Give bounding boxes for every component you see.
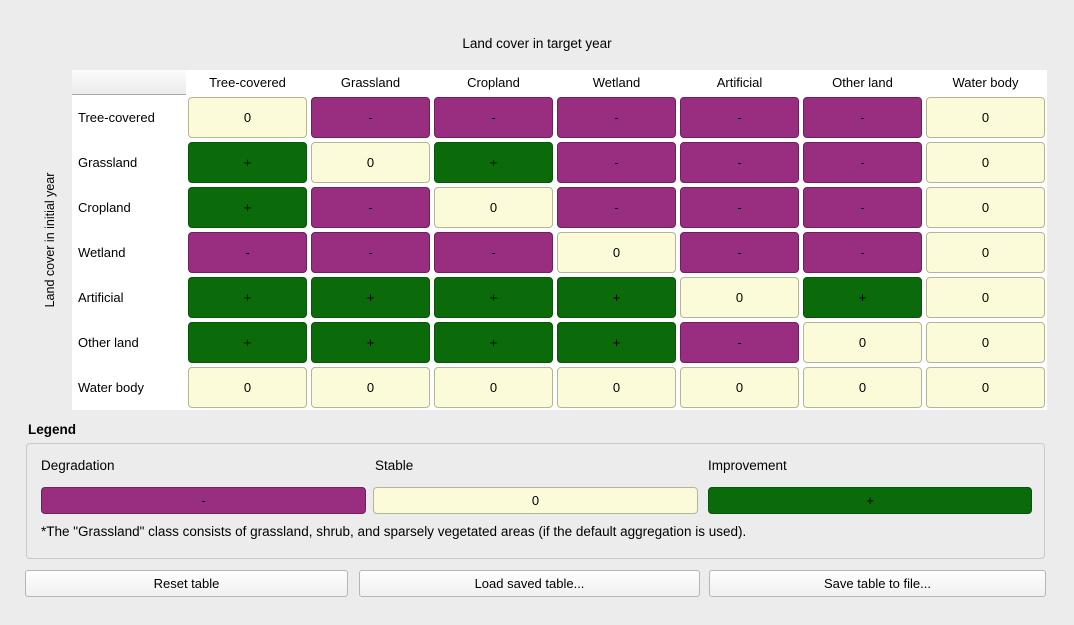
matrix-cell-4-0[interactable]: + [188,277,307,318]
matrix-cell-5-3[interactable]: + [557,322,676,363]
legend-box: Degradation Stable Improvement - 0 + *Th… [26,443,1045,559]
matrix-cell-2-6[interactable]: 0 [926,187,1045,228]
target-year-axis-title: Land cover in target year [462,36,612,51]
transition-matrix: Tree-covered Grassland Cropland Wetland Arti… [72,70,1047,410]
matrix-cell-1-1[interactable]: 0 [311,142,430,183]
matrix-cell-3-6[interactable]: 0 [926,232,1045,273]
legend-swatch-stable: 0 [373,487,698,514]
matrix-cell-1-5[interactable]: - [803,142,922,183]
matrix-col-header-1: Grassland [309,70,432,95]
matrix-cell-5-2[interactable]: + [434,322,553,363]
matrix-cell-2-5[interactable]: - [803,187,922,228]
legend-heading: Legend [28,422,77,437]
legend-label-stable: Stable [375,458,414,473]
matrix-col-header-3: Wetland [555,70,678,95]
matrix-cell-1-4[interactable]: - [680,142,799,183]
matrix-cell-3-0[interactable]: - [188,232,307,273]
legend-swatch-degradation: - [41,487,366,514]
matrix-corner-cell [72,70,186,95]
matrix-cell-0-4[interactable]: - [680,97,799,138]
matrix-cell-0-6[interactable]: 0 [926,97,1045,138]
matrix-col-header-5: Other land [801,70,924,95]
initial-year-axis-title: Land cover in initial year [43,172,57,308]
matrix-cell-5-5[interactable]: 0 [803,322,922,363]
matrix-cell-5-1[interactable]: + [311,322,430,363]
matrix-cell-0-0[interactable]: 0 [188,97,307,138]
matrix-cell-4-6[interactable]: 0 [926,277,1045,318]
matrix-cell-0-1[interactable]: - [311,97,430,138]
matrix-cell-2-4[interactable]: - [680,187,799,228]
matrix-cell-1-2[interactable]: + [434,142,553,183]
save-table-to-file-button[interactable]: Save table to file... [709,570,1046,597]
matrix-col-header-0: Tree-covered [186,70,309,95]
matrix-cell-5-6[interactable]: 0 [926,322,1045,363]
matrix-row-header-5: Other land [72,320,186,365]
matrix-cell-4-4[interactable]: 0 [680,277,799,318]
matrix-cell-6-2[interactable]: 0 [434,367,553,408]
matrix-cell-6-5[interactable]: 0 [803,367,922,408]
matrix-cell-0-2[interactable]: - [434,97,553,138]
matrix-cell-6-1[interactable]: 0 [311,367,430,408]
legend-swatch-improvement: + [708,487,1032,514]
matrix-cell-2-3[interactable]: - [557,187,676,228]
matrix-cell-2-1[interactable]: - [311,187,430,228]
matrix-cell-5-4[interactable]: - [680,322,799,363]
matrix-cell-3-2[interactable]: - [434,232,553,273]
legend-label-degradation: Degradation [41,458,115,473]
matrix-cell-3-5[interactable]: - [803,232,922,273]
matrix-cell-4-1[interactable]: + [311,277,430,318]
matrix-row-header-6: Water body [72,365,186,410]
legend-label-improvement: Improvement [708,458,787,473]
matrix-cell-3-1[interactable]: - [311,232,430,273]
matrix-row-header-2: Cropland [72,185,186,230]
matrix-row-header-0: Tree-covered [72,95,186,140]
matrix-cell-4-3[interactable]: + [557,277,676,318]
matrix-cell-3-4[interactable]: - [680,232,799,273]
matrix-cell-2-2[interactable]: 0 [434,187,553,228]
matrix-cell-6-4[interactable]: 0 [680,367,799,408]
matrix-cell-6-6[interactable]: 0 [926,367,1045,408]
matrix-row-header-3: Wetland [72,230,186,275]
matrix-cell-5-0[interactable]: + [188,322,307,363]
matrix-col-header-4: Artificial [678,70,801,95]
load-saved-table-button[interactable]: Load saved table... [359,570,700,597]
matrix-cell-3-3[interactable]: 0 [557,232,676,273]
matrix-row-header-4: Artificial [72,275,186,320]
matrix-row-header-1: Grassland [72,140,186,185]
matrix-cell-4-5[interactable]: + [803,277,922,318]
matrix-cell-4-2[interactable]: + [434,277,553,318]
matrix-cell-0-5[interactable]: - [803,97,922,138]
matrix-cell-6-0[interactable]: 0 [188,367,307,408]
matrix-cell-1-3[interactable]: - [557,142,676,183]
matrix-col-header-2: Cropland [432,70,555,95]
matrix-cell-0-3[interactable]: - [557,97,676,138]
matrix-col-header-6: Water body [924,70,1047,95]
reset-table-button[interactable]: Reset table [25,570,348,597]
grassland-footnote: *The "Grassland" class consists of grass… [41,524,747,539]
matrix-cell-1-0[interactable]: + [188,142,307,183]
matrix-cell-6-3[interactable]: 0 [557,367,676,408]
matrix-cell-2-0[interactable]: + [188,187,307,228]
matrix-cell-1-6[interactable]: 0 [926,142,1045,183]
